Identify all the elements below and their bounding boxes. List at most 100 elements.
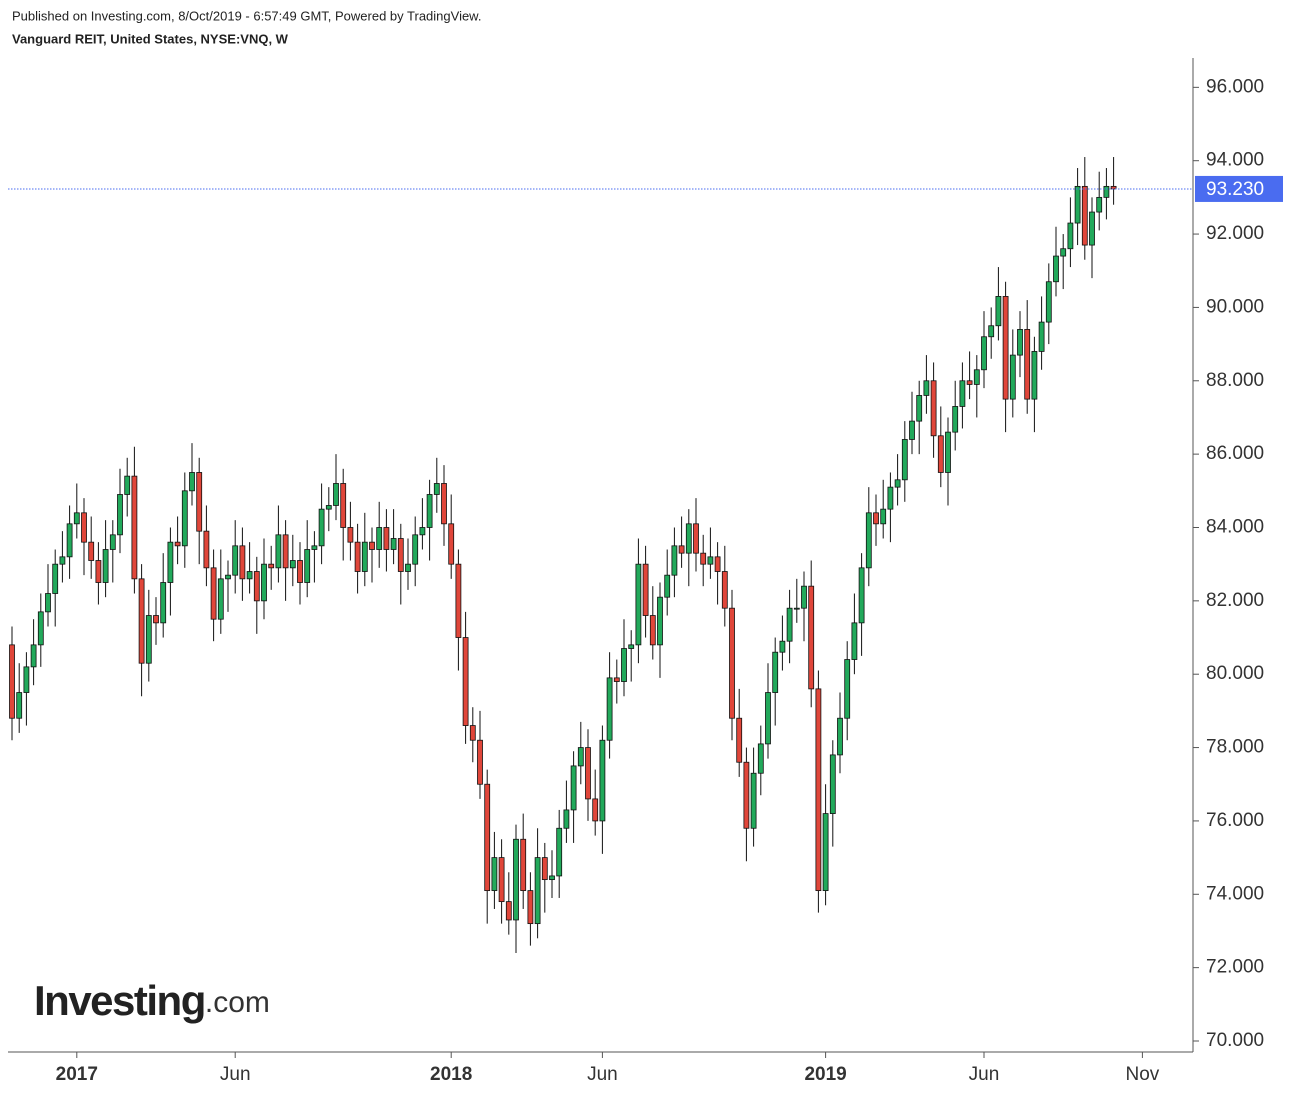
candle-body: [181, 490, 188, 547]
candle-body: [275, 534, 282, 569]
candle-body: [376, 527, 383, 550]
y-tick-label: 86.000: [1206, 443, 1264, 464]
x-tick-label: 2019: [804, 1064, 846, 1085]
candle-body: [333, 483, 339, 506]
candle-body: [253, 571, 260, 602]
candle-body: [203, 530, 210, 569]
candle-body: [693, 523, 699, 554]
candle-body: [81, 512, 87, 543]
x-tick-label: Jun: [969, 1064, 1000, 1085]
candle-body: [347, 527, 354, 543]
candle-body: [599, 739, 606, 822]
candle-body: [894, 479, 901, 488]
candle-body: [959, 380, 966, 407]
candle-body: [66, 523, 73, 558]
candle-body: [635, 563, 642, 646]
candle-body: [858, 567, 865, 624]
y-tick-label: 84.000: [1206, 517, 1264, 538]
y-tick-label: 80.000: [1206, 663, 1264, 684]
candle-body: [988, 325, 995, 338]
candle-body: [1031, 351, 1038, 400]
candle-body: [657, 596, 663, 646]
y-tick-label: 88.000: [1206, 370, 1264, 391]
candle-body: [261, 563, 267, 602]
candle-body: [1110, 185, 1117, 190]
candle-body: [505, 901, 512, 921]
y-tick-label: 82.000: [1206, 590, 1264, 611]
candle-body: [808, 585, 815, 690]
candle-body: [311, 545, 318, 550]
candle-body: [95, 560, 102, 583]
candle-body: [729, 607, 735, 719]
candle-body: [513, 838, 519, 921]
candle-body: [426, 494, 433, 528]
candle-body: [340, 483, 347, 528]
candle-body: [318, 508, 325, 547]
y-tick-label: 90.000: [1206, 296, 1264, 317]
candle-body: [952, 406, 959, 433]
candle-body: [1067, 222, 1074, 250]
candle-body: [534, 857, 541, 925]
candle-body: [390, 538, 397, 550]
candle-body: [909, 420, 915, 440]
candle-body: [138, 578, 145, 664]
candle-body: [246, 571, 253, 580]
y-tick-label: 72.000: [1206, 957, 1264, 978]
candle-body: [671, 545, 678, 576]
candle-body: [541, 857, 548, 881]
candle-body: [217, 578, 224, 620]
candle-body: [873, 512, 879, 525]
candle-body: [1089, 211, 1095, 246]
candle-body: [563, 809, 570, 829]
candle-body: [433, 483, 440, 495]
candle-body: [556, 827, 563, 877]
candle-body: [145, 615, 152, 664]
candle-body: [1081, 185, 1088, 246]
candle-body: [815, 688, 822, 892]
candle-body: [621, 648, 627, 682]
candle-body: [1017, 329, 1023, 356]
candle-body: [37, 611, 44, 646]
candle-body: [361, 541, 368, 572]
candle-body: [117, 494, 123, 536]
candle-body: [577, 747, 584, 767]
candle-body: [606, 677, 613, 741]
candle-body: [527, 890, 534, 925]
candle-body: [549, 875, 555, 881]
symbol-title: Vanguard REIT, United States, NYSE:VNQ, …: [12, 31, 289, 46]
candle-body: [304, 549, 311, 583]
candle-body: [419, 527, 426, 536]
candle-body: [52, 563, 59, 594]
candle-body: [685, 523, 692, 554]
candle-body: [45, 593, 51, 613]
candle-body: [369, 541, 375, 550]
candle-body: [520, 838, 527, 892]
candle-body: [937, 435, 944, 473]
candle-body: [167, 541, 174, 583]
candle-body: [102, 549, 109, 583]
x-tick-label: 2018: [430, 1064, 472, 1085]
candle-body: [441, 483, 447, 525]
candle-body: [354, 541, 361, 572]
candle-body: [837, 717, 843, 756]
x-tick-label: Jun: [220, 1064, 251, 1085]
candle-body: [469, 725, 476, 741]
candle-body: [397, 538, 404, 572]
candle-body: [973, 369, 980, 385]
candle-body: [613, 677, 620, 682]
watermark-suffix: .com: [205, 986, 270, 1019]
candle-body: [88, 541, 95, 561]
candle-body: [945, 431, 951, 473]
candle-body: [189, 472, 195, 492]
candle-body: [923, 380, 930, 396]
candle-body: [1009, 354, 1016, 400]
candle-body: [901, 439, 908, 481]
candle-body: [23, 666, 30, 693]
candle-body: [405, 563, 411, 572]
candle-body: [225, 574, 231, 580]
candle-body: [570, 765, 577, 811]
candle-body: [743, 761, 750, 829]
candle-body: [9, 644, 15, 719]
candle-body: [772, 651, 779, 693]
